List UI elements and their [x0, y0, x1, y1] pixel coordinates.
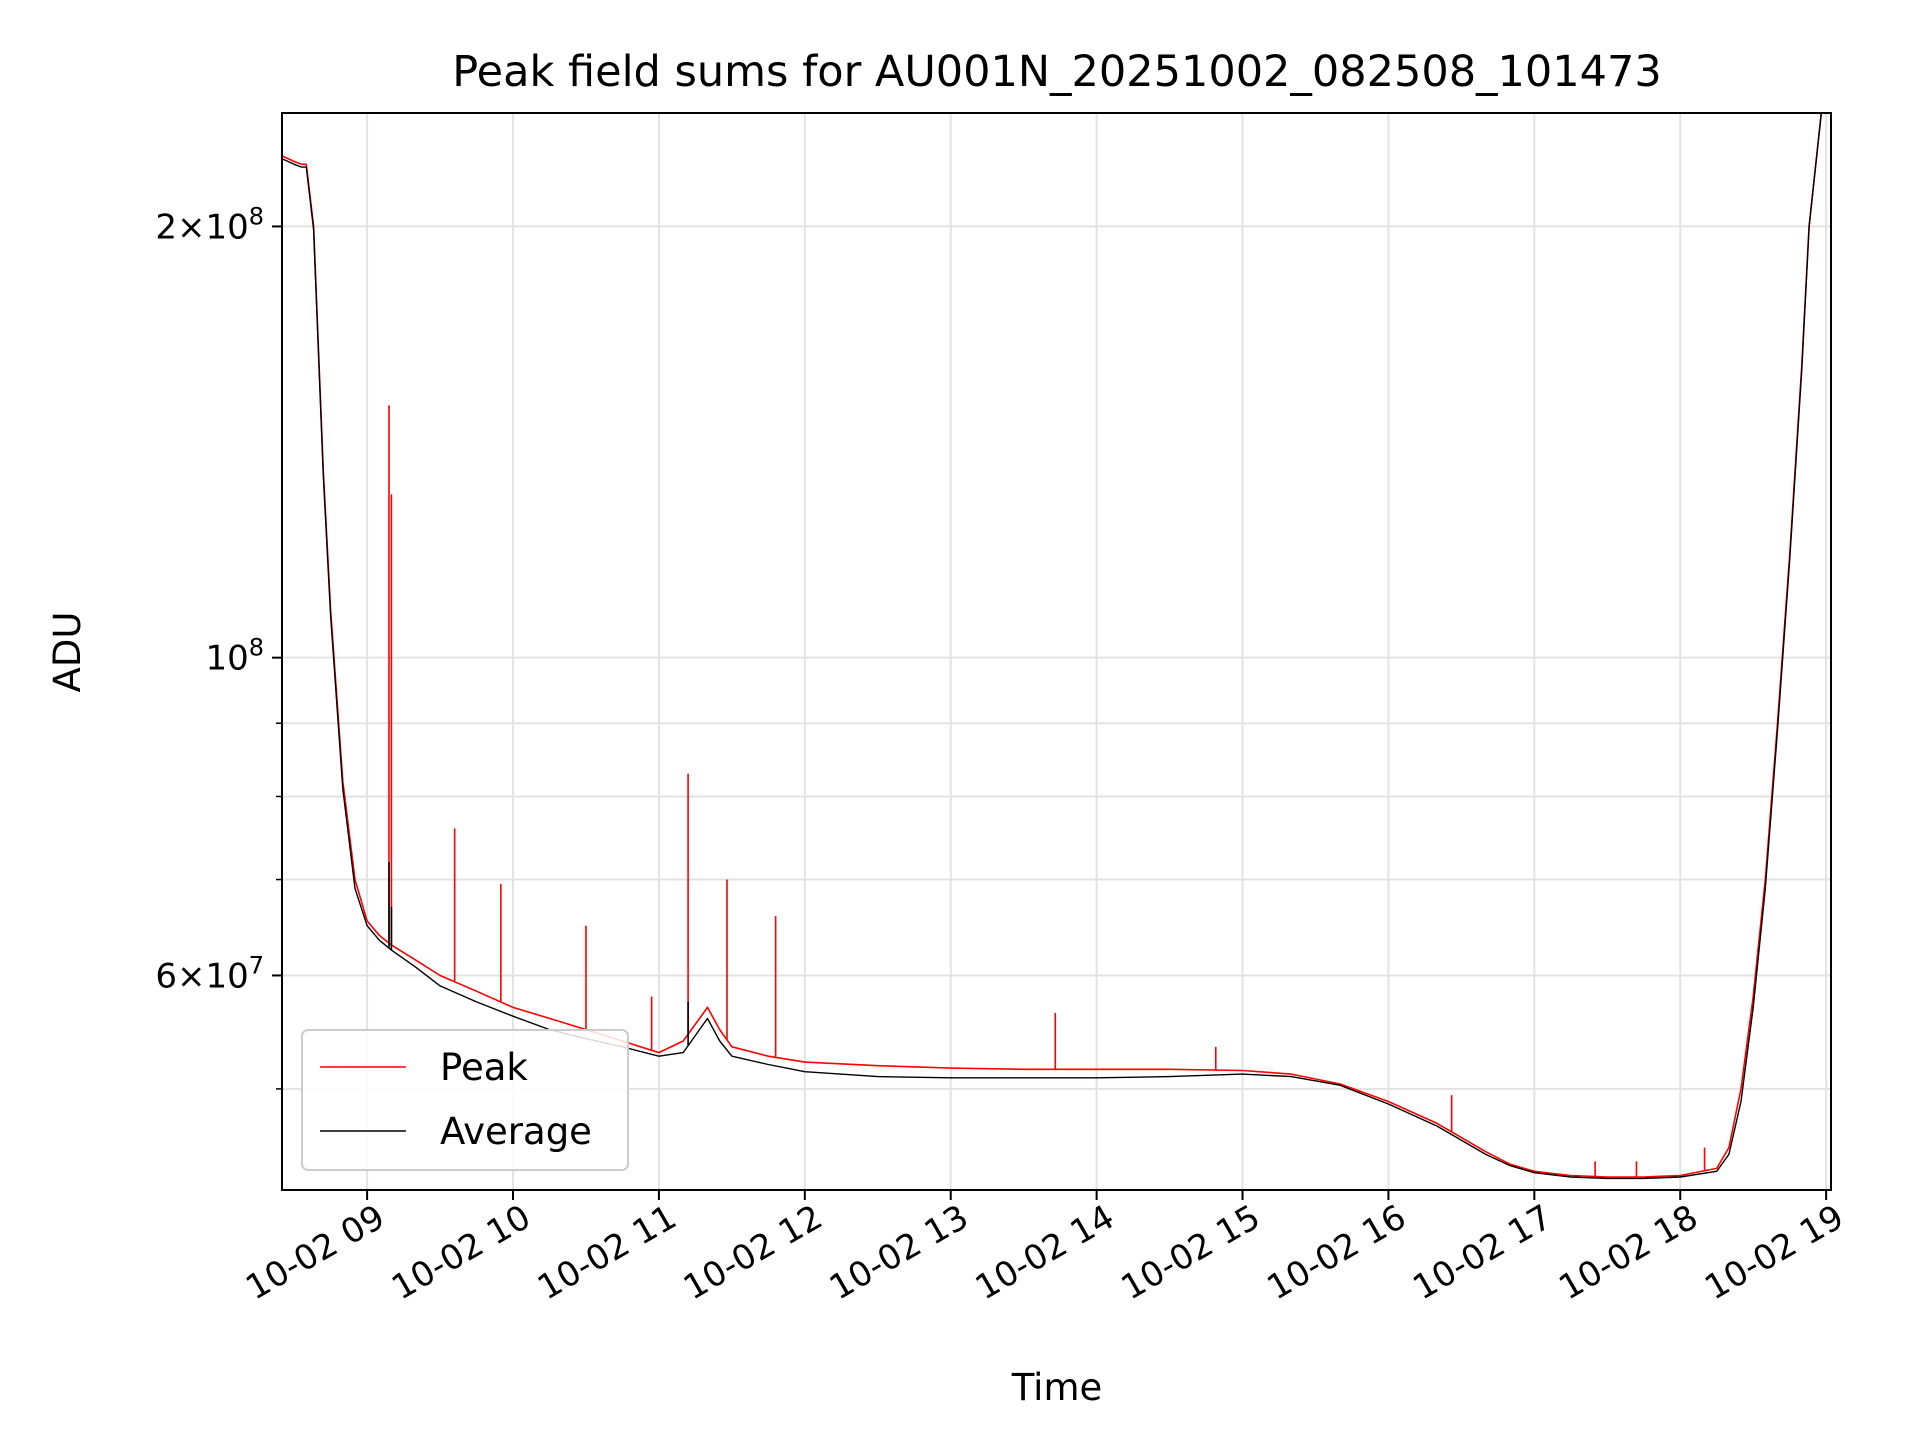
series-line-average [282, 113, 1822, 1180]
legend: Peak Average [301, 1029, 629, 1171]
plot-frame [281, 112, 1832, 1191]
y-axis: 6×107 108 2×108 [155, 202, 282, 1090]
series-line-peak [282, 113, 1823, 1178]
y-tick-label: 2×108 [155, 202, 264, 247]
series-layer [282, 113, 1823, 1180]
series-average [282, 113, 1822, 1180]
chart-title: Peak field sums for AU001N_20251002_0825… [452, 47, 1661, 97]
legend-label-average: Average [440, 1110, 592, 1153]
legend-label-peak: Peak [440, 1046, 528, 1089]
y-tick-label: 6×107 [155, 951, 264, 996]
legend-box [301, 1029, 629, 1171]
x-axis-label: Time [1011, 1366, 1103, 1409]
series-peak [282, 113, 1823, 1178]
grid [282, 113, 1831, 1190]
y-axis-label: ADU [46, 612, 89, 693]
y-tick-label: 108 [205, 634, 264, 679]
